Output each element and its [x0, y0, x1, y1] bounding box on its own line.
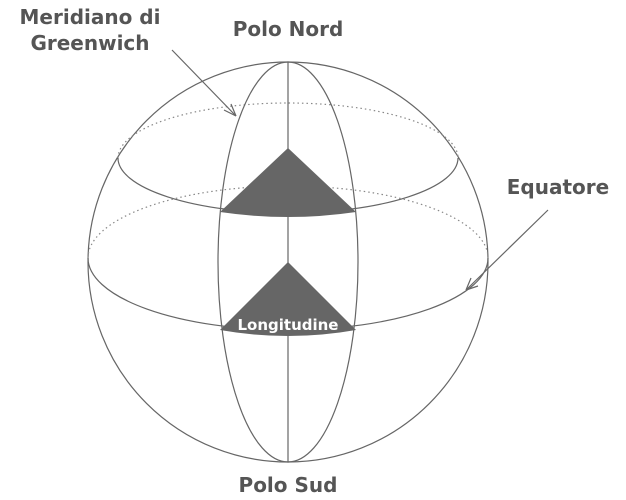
equator-arrow: [466, 210, 548, 290]
meridian-label: Meridiano di: [20, 5, 161, 29]
longitude-label: Longitudine: [237, 316, 338, 334]
equator-label: Equatore: [507, 175, 609, 199]
globe-diagram: Meridiano di Greenwich Polo Nord Polo Su…: [0, 0, 626, 500]
south-pole-label: Polo Sud: [239, 473, 338, 497]
meridian-arrow: [172, 50, 236, 116]
meridian-label: Greenwich: [30, 31, 149, 55]
north-pole-label: Polo Nord: [233, 17, 344, 41]
upper-sector: [220, 148, 356, 217]
